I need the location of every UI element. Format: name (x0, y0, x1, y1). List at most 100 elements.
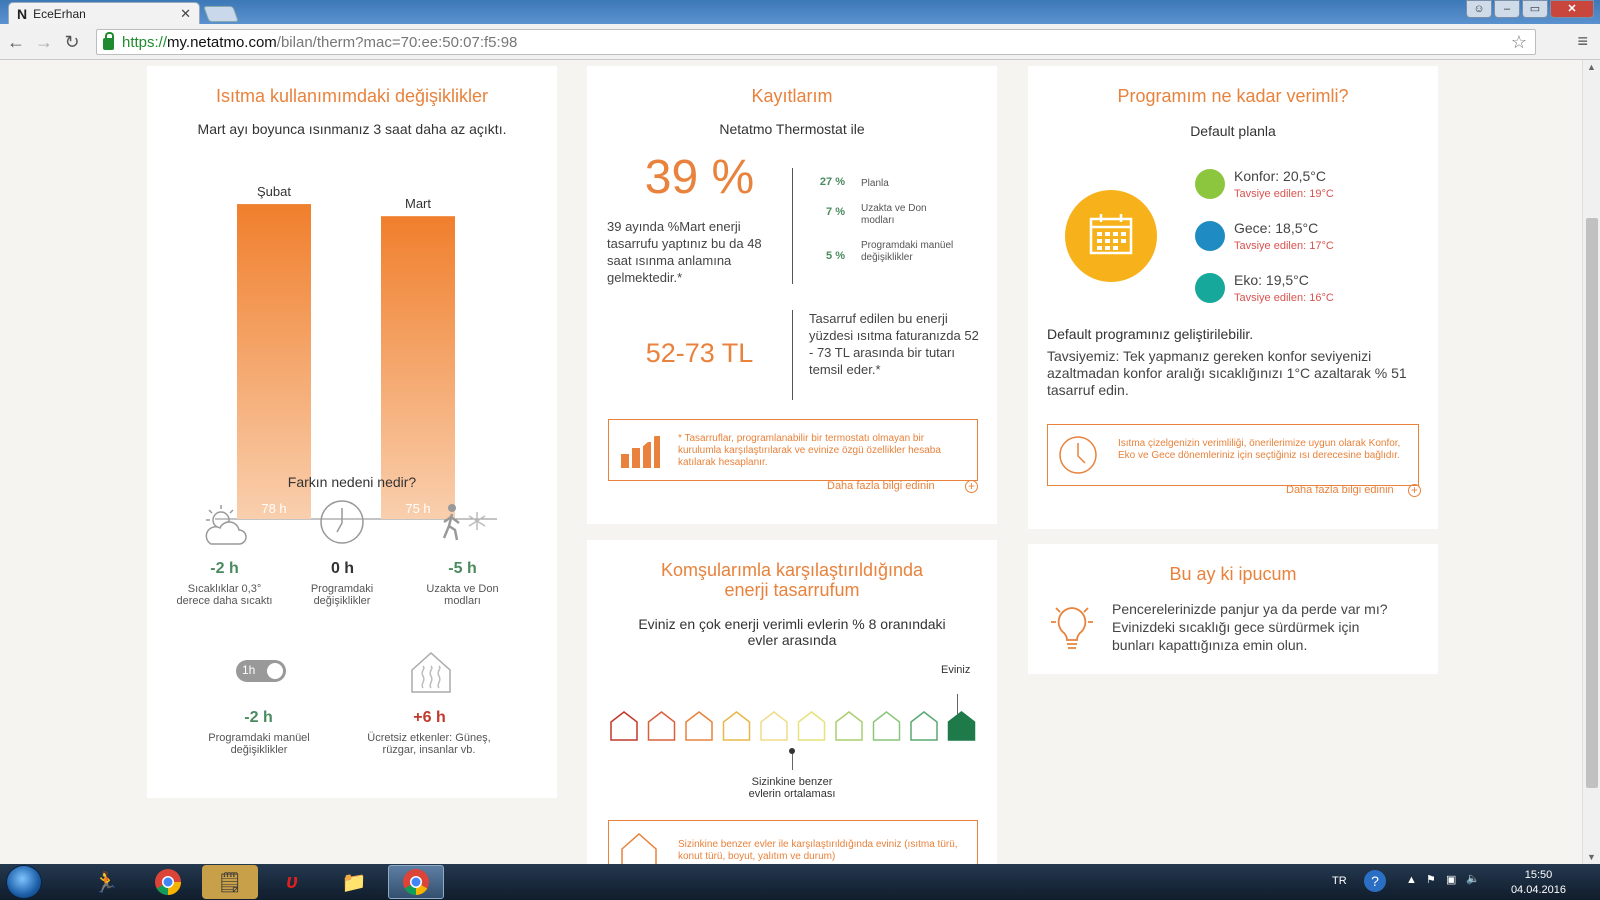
tab-close-icon[interactable]: ✕ (180, 5, 191, 21)
plus-circle-icon[interactable]: + (965, 480, 978, 493)
your-home-marker (957, 694, 958, 714)
savings-note: * Tasarruflar, programlanabilir bir term… (678, 433, 941, 468)
efficiency-subtitle: Default planla (1190, 123, 1276, 139)
netatmo-logo-icon: N (17, 5, 28, 22)
network-icon[interactable]: ▣ (1446, 874, 1457, 886)
forward-arrow-icon[interactable]: → (35, 32, 53, 52)
lock-icon (103, 32, 114, 50)
reason-weather-value: -2 h (210, 560, 239, 577)
back-arrow-icon[interactable]: ← (7, 32, 25, 52)
minimize-button[interactable]: – (1494, 0, 1520, 18)
savings-more-link[interactable]: Daha fazla bilgi edinin (827, 480, 935, 492)
divider (792, 168, 793, 284)
flag-icon[interactable]: ⚑ (1426, 874, 1436, 886)
menu-icon[interactable]: ≡ (1577, 31, 1588, 51)
efficiency-more-link[interactable]: Daha fazla bilgi edinin (1286, 484, 1394, 496)
page-scrollbar[interactable]: ▲ ▼ (1582, 60, 1600, 864)
help-warning-icon[interactable]: ? (1364, 870, 1386, 892)
your-home-label: Eviniz (941, 664, 971, 676)
comfort-label: Konfor: 20,5°C (1234, 168, 1326, 184)
house-heat-icon (411, 651, 451, 693)
language-indicator[interactable]: TR (1332, 875, 1347, 887)
chrome-glyph (155, 869, 182, 896)
savings-money: 52-73 TL (645, 338, 754, 368)
chrome-active-app-icon[interactable] (388, 865, 444, 899)
browser-tab[interactable]: N EceErhan ✕ (8, 2, 200, 24)
system-clock[interactable]: 15:50 04.04.2016 (1511, 868, 1566, 898)
reason-program-value: 0 h (330, 560, 355, 577)
scroll-down-icon[interactable]: ▼ (1587, 852, 1596, 862)
night-rec: Tavsiye edilen: 17°C (1234, 240, 1334, 252)
close-window-button[interactable]: ✕ (1550, 0, 1594, 18)
savings-percent-text: 39 ayında %Mart enerji tasarrufu yaptını… (607, 219, 762, 285)
usage-subtitle: Mart ayı boyunca ısınmanız 3 saat daha a… (197, 121, 507, 137)
savings-title: Kayıtlarım (751, 86, 833, 106)
plus-circle-icon[interactable]: + (1408, 484, 1421, 497)
reload-icon[interactable]: ↻ (64, 32, 80, 52)
average-label-line2: evlerin ortalaması (748, 788, 836, 800)
tip-card: Bu ay ki ipucum Pencerelerinizde panjur … (1028, 544, 1438, 674)
efficiency-card: Programım ne kadar verimli? Default plan… (1028, 66, 1438, 529)
efficiency-note-box: Isıtma çizelgenizin verimliliği, önerile… (1047, 424, 1419, 486)
weather-icon (205, 505, 247, 545)
notes-app-icon[interactable]: 🗒 (202, 865, 258, 899)
reason-away-value: -5 h (448, 560, 477, 577)
user-icon[interactable]: ☺ (1466, 0, 1492, 18)
url-path: /bilan/therm?mac=70:ee:50:07:f5:98 (276, 33, 518, 51)
bar-0 (237, 204, 311, 519)
house-efficiency-scale (610, 711, 976, 741)
address-bar[interactable]: https:// my.netatmo.com /bilan/therm?mac… (96, 29, 1536, 55)
clock-date: 04.04.2016 (1510, 884, 1566, 896)
bookmark-star-icon[interactable]: ☆ (1510, 32, 1527, 52)
start-button[interactable] (6, 865, 42, 899)
folder-app-icon[interactable]: 📁 (341, 871, 367, 894)
neighbors-card: Komşularımla karşılaştırıldığında enerji… (587, 540, 997, 864)
chrome-app-icon[interactable] (140, 865, 196, 899)
toggle-text: 1h (242, 663, 256, 677)
house-icon (797, 711, 826, 741)
savings-card: Kayıtlarım Netatmo Thermostat ile 39 % 3… (587, 66, 997, 524)
improve-text: Tavsiyemiz: Tek yapmanız gereken konfor … (1047, 348, 1407, 398)
neighbors-title-line2: enerji tasarrufum (724, 580, 860, 600)
tray-expand-icon[interactable]: ▲ (1406, 874, 1417, 886)
house-icon (760, 711, 788, 741)
runner-app-icon[interactable]: 🏃 (93, 871, 119, 894)
clock-icon (320, 500, 364, 544)
volume-icon[interactable]: 🔈 (1466, 873, 1480, 885)
breakdown-value-1: 7 % (826, 206, 845, 218)
bar-category-label: Mart (405, 196, 431, 211)
house-icon (872, 711, 901, 741)
eco-label: Eko: 19,5°C (1234, 272, 1309, 288)
night-dot (1195, 221, 1225, 251)
neighbors-note-box: Sizinkine benzer evler ile karşılaştırıl… (608, 820, 978, 864)
toggle-knob (267, 663, 283, 679)
divider (792, 310, 793, 400)
window-titlebar: N EceErhan ✕ ☺ – ▭ ✕ (0, 0, 1600, 24)
house-icon (835, 711, 863, 741)
neighbors-title-line1: Komşularımla karşılaştırıldığında (660, 560, 924, 580)
usage-bar-chart: Şubat 78 h Mart 75 h (215, 184, 497, 520)
eco-rec: Tavsiye edilen: 16°C (1234, 292, 1334, 304)
maximize-button[interactable]: ▭ (1522, 0, 1548, 18)
savings-chart-icon (620, 432, 660, 468)
reason-free-value: +6 h (413, 709, 446, 726)
savings-money-text: Tasarruf edilen bu enerji yüzdesi ısıtma… (809, 311, 979, 377)
comfort-rec: Tavsiye edilen: 19°C (1234, 188, 1334, 200)
tab-title: EceErhan (33, 6, 86, 21)
opera-app-icon[interactable]: υ (286, 870, 298, 893)
windows-taskbar: 🏃 🗒 υ 📁 TR ? ▲ ⚑ ▣ 🔈 15:50 04.04.2016 (0, 864, 1600, 900)
scroll-thumb[interactable] (1586, 218, 1598, 788)
bar-value-label: 78 h (261, 501, 286, 516)
scroll-up-icon[interactable]: ▲ (1587, 62, 1596, 72)
efficiency-note: Isıtma çizelgenizin verimliliği, önerile… (1118, 438, 1401, 461)
breakdown-label-0: Planla (861, 178, 889, 189)
house-icon (647, 711, 676, 741)
comfort-dot (1195, 169, 1225, 199)
manual-toggle-icon: 1h (236, 660, 286, 682)
calendar-glyph (1089, 214, 1133, 255)
eco-dot (1195, 273, 1225, 303)
your-home-house-icon (947, 711, 976, 741)
improve-title: Default programınız geliştirilebilir. (1047, 326, 1254, 342)
window-controls: ☺ – ▭ ✕ (1466, 0, 1594, 18)
new-tab-button[interactable] (203, 6, 239, 22)
